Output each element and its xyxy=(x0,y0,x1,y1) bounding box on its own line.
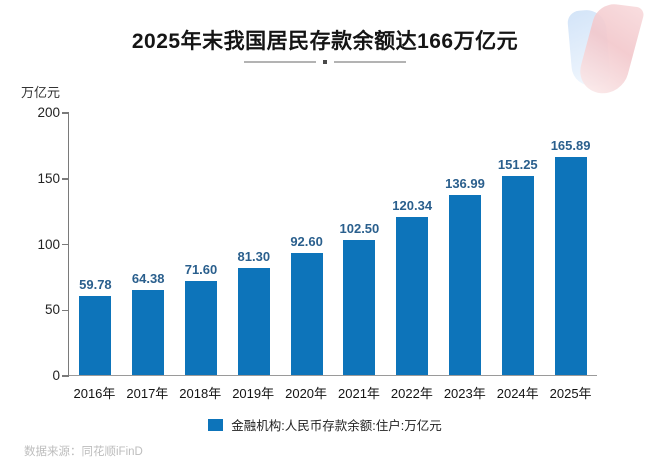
y-axis-tick-label: 0 xyxy=(52,368,60,383)
title-divider xyxy=(244,60,406,64)
x-axis-tick-label: 2016年 xyxy=(73,386,116,401)
y-axis-tick-label: 50 xyxy=(44,302,60,318)
legend-label: 金融机构:人民币存款余额:住户:万亿元 xyxy=(231,419,442,433)
bar xyxy=(396,216,429,375)
legend: 金融机构:人民币存款余额:住户:万亿元 xyxy=(0,415,650,434)
bar-slot: 64.38 xyxy=(122,113,175,375)
bar-value-label: 151.25 xyxy=(497,157,538,173)
bar-slot: 71.60 xyxy=(175,113,228,375)
y-axis-tick xyxy=(62,243,69,246)
bar xyxy=(554,156,587,375)
x-axis-tick-label: 2024年 xyxy=(496,386,539,401)
divider-dot xyxy=(323,60,327,64)
bar xyxy=(448,194,481,375)
x-axis-tick-label: 2020年 xyxy=(285,386,328,401)
y-axis-tick-label: 150 xyxy=(37,170,60,186)
x-axis-tick-label: 2018年 xyxy=(179,386,222,401)
x-axis-tick-label: 2019年 xyxy=(232,386,275,401)
bar-slot: 59.78 xyxy=(69,113,122,375)
bars-container: 59.78 64.38 71.60 81.30 92.60 102.50 120.34 136… xyxy=(69,113,597,375)
bar-slot: 151.25 xyxy=(491,113,544,375)
bar-slot: 81.30 xyxy=(227,113,280,375)
y-axis-tick-label: 200 xyxy=(37,105,60,120)
bar-value-label: 120.34 xyxy=(392,197,433,213)
y-axis-tick xyxy=(62,375,69,377)
y-axis-unit-label: 万亿元 xyxy=(21,85,61,100)
bar-slot: 92.60 xyxy=(280,113,333,375)
legend-swatch xyxy=(208,418,224,431)
plot-area: 59.78 64.38 71.60 81.30 92.60 102.50 120.34 136… xyxy=(37,105,597,383)
bar-slot: 136.99 xyxy=(439,113,492,375)
bar-value-label: 136.99 xyxy=(445,175,485,191)
bar xyxy=(343,240,376,375)
bar-value-label: 102.50 xyxy=(339,221,380,237)
data-source: 数据来源：同花顺iFinD xyxy=(24,446,143,458)
bar-value-label: 165.89 xyxy=(550,137,591,153)
x-axis-tick-label: 2017年 xyxy=(126,386,169,401)
bar xyxy=(237,268,270,375)
bar xyxy=(290,253,323,375)
divider-line-left xyxy=(244,61,316,63)
x-axis-tick-label: 2025年 xyxy=(549,386,592,401)
x-axis-tick-label: 2023年 xyxy=(443,386,486,401)
y-axis-tick-label: 100 xyxy=(37,236,60,252)
bar-value-label: 64.38 xyxy=(131,271,165,287)
y-axis-tick xyxy=(62,178,69,180)
x-axis-labels: 2016年 2017年 2018年 2019年 2020年 2021年 2022年 2023年… xyxy=(68,383,597,402)
bar-slot: 102.50 xyxy=(333,113,386,375)
bar-value-label: 59.78 xyxy=(79,277,112,293)
x-axis-tick-label: 2022年 xyxy=(390,386,433,401)
y-axis-tick xyxy=(62,309,69,311)
bar-value-label: 81.30 xyxy=(237,249,271,265)
y-axis-tick xyxy=(62,112,69,114)
bar xyxy=(132,290,165,375)
bar-value-label: 71.60 xyxy=(184,261,218,277)
divider-line-right xyxy=(334,61,406,63)
x-axis-tick-label: 2021年 xyxy=(338,386,380,401)
bar-value-label: 92.60 xyxy=(290,234,323,250)
bar xyxy=(79,296,112,375)
bar xyxy=(501,176,534,375)
bar-slot: 165.89 xyxy=(544,113,597,375)
bar-slot: 120.34 xyxy=(386,113,439,375)
chart-title: 2025年末我国居民存款余额达166万亿元 xyxy=(131,30,519,53)
bar xyxy=(184,280,217,375)
